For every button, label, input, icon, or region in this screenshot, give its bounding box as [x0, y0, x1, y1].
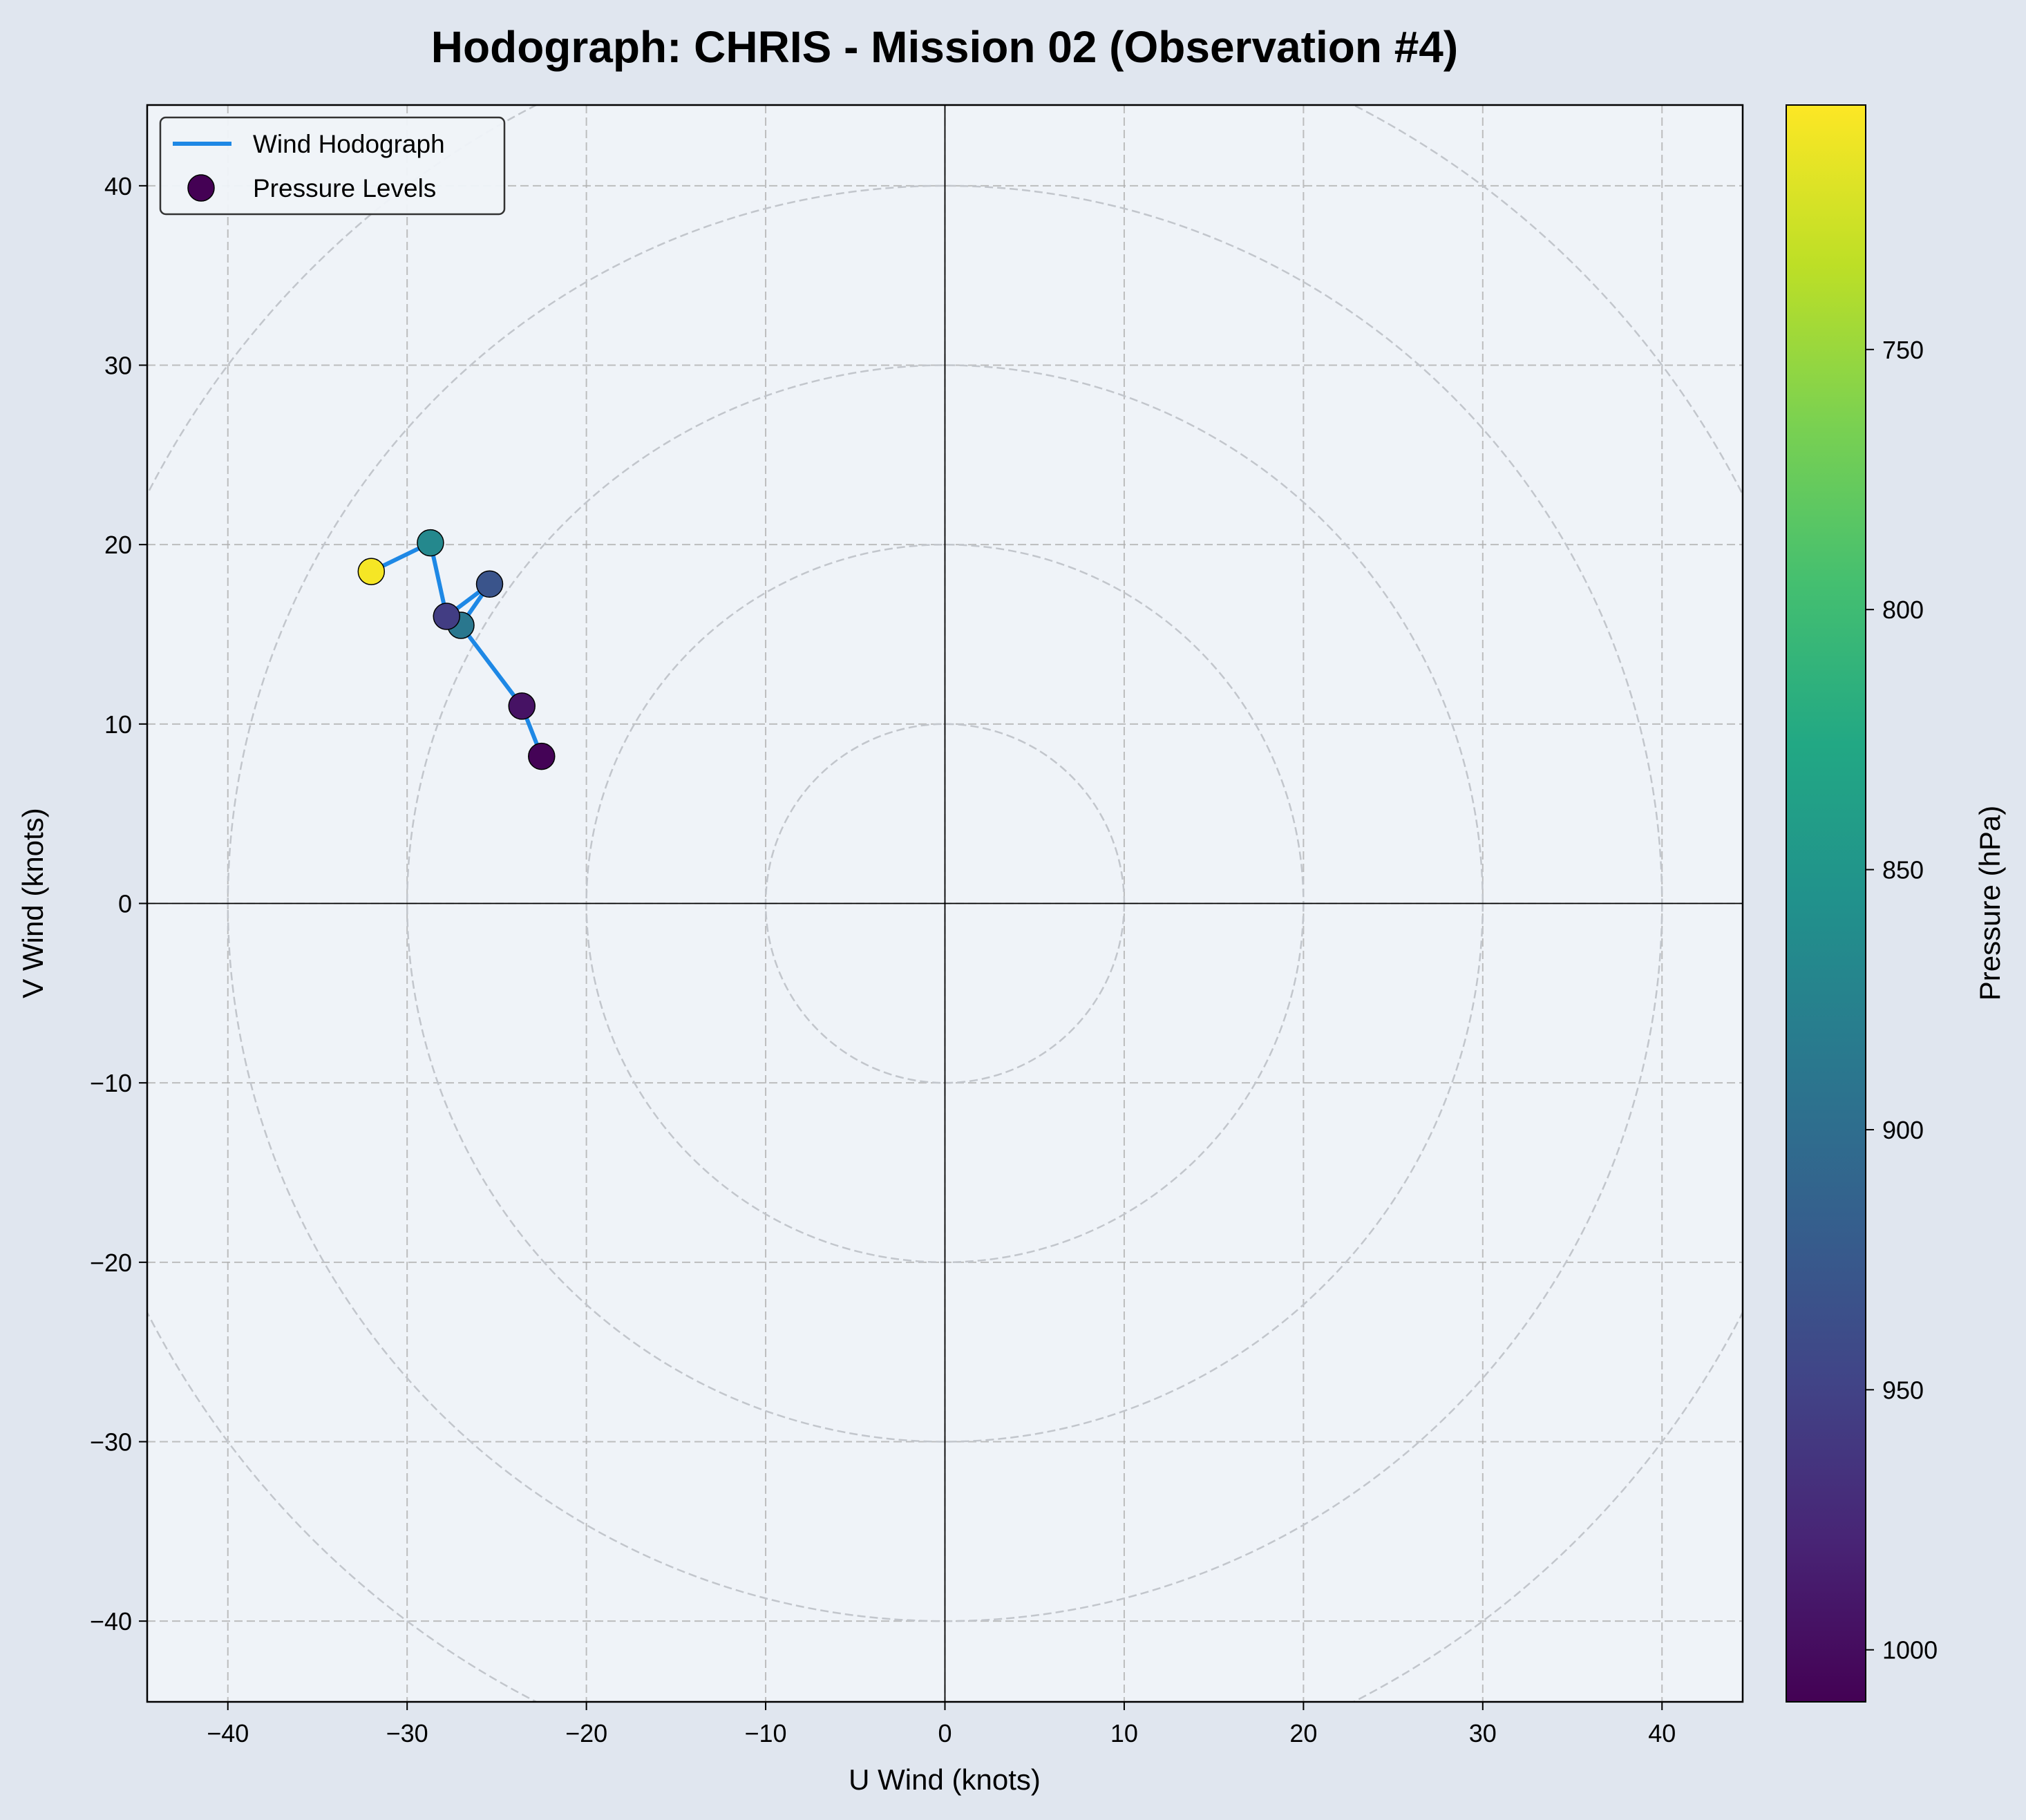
legend-label-pressure-levels: Pressure Levels	[253, 174, 436, 202]
x-axis-ticks: −40 −30 −20 −10 0 10 20 30 40	[207, 1702, 1676, 1747]
x-tick-label: −40	[207, 1719, 249, 1747]
pressure-level-points	[357, 529, 556, 770]
colorbar-gradient	[1786, 104, 1866, 1703]
y-tick-label: 10	[104, 710, 132, 739]
colorbar: 750 800 850 900 950 1000 Pressure (hPa)	[1786, 104, 2006, 1703]
y-tick-label: 0	[118, 890, 132, 918]
pressure-level-point	[528, 742, 556, 770]
y-tick-label: 20	[104, 531, 132, 559]
legend: Wind Hodograph Pressure Levels	[159, 116, 506, 216]
pressure-level-point	[357, 558, 386, 585]
y-tick-label: 40	[104, 172, 132, 200]
x-tick-label: 10	[1110, 1719, 1138, 1747]
y-tick-label: −20	[90, 1249, 132, 1277]
x-tick-label: 30	[1469, 1719, 1497, 1747]
x-tick-label: 40	[1648, 1719, 1676, 1747]
y-axis-ticks: −40 −30 −20 −10 0 10 20 30 40	[90, 172, 147, 1636]
colorbar-tick-label: 1000	[1882, 1636, 1938, 1665]
legend-box	[159, 116, 506, 216]
y-tick-label: 30	[104, 352, 132, 380]
chart-title: Hodograph: CHRIS - Mission 02 (Observati…	[431, 22, 1458, 72]
x-tick-label: 20	[1289, 1719, 1317, 1747]
colorbar-tick-label: 850	[1882, 856, 1924, 884]
pressure-level-point	[475, 570, 504, 598]
colorbar-tick-label: 950	[1882, 1376, 1924, 1404]
colorbar-tick-label: 800	[1882, 596, 1924, 624]
pressure-level-point	[508, 692, 536, 720]
x-tick-label: −30	[386, 1719, 428, 1747]
x-tick-label: −20	[565, 1719, 607, 1747]
colorbar-ticks: 750 800 850 900 950 1000	[1866, 336, 1938, 1665]
pressure-level-point	[417, 529, 444, 557]
colorbar-label: Pressure (hPa)	[1973, 806, 2006, 1001]
pressure-level-point	[433, 603, 461, 630]
y-tick-label: −30	[90, 1428, 132, 1456]
x-axis-label: U Wind (knots)	[849, 1763, 1041, 1796]
y-tick-label: −10	[90, 1069, 132, 1097]
y-tick-label: −40	[90, 1607, 132, 1636]
colorbar-tick-label: 900	[1882, 1116, 1924, 1144]
y-axis-label: V Wind (knots)	[17, 808, 49, 998]
legend-marker-swatch	[187, 174, 215, 202]
x-tick-label: −10	[745, 1719, 787, 1747]
colorbar-tick-label: 750	[1882, 336, 1924, 364]
legend-label-wind-hodograph: Wind Hodograph	[253, 130, 445, 158]
zero-axes	[147, 105, 1743, 1702]
x-tick-label: 0	[938, 1719, 952, 1747]
